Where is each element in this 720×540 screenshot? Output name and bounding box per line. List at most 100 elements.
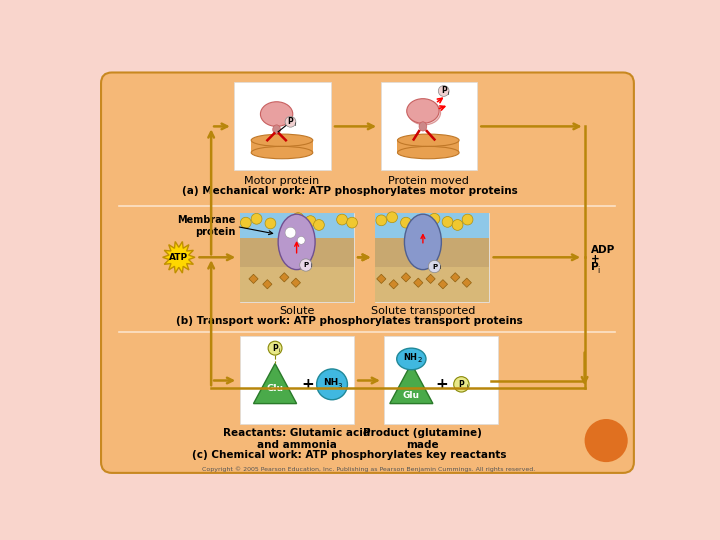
Text: ATP: ATP bbox=[169, 253, 189, 262]
Text: Solute: Solute bbox=[279, 306, 315, 316]
Bar bbox=[397, 140, 459, 153]
Polygon shape bbox=[377, 274, 386, 284]
Text: P: P bbox=[303, 262, 308, 268]
Text: +: + bbox=[590, 254, 600, 264]
Text: +: + bbox=[436, 377, 449, 392]
Circle shape bbox=[268, 341, 282, 355]
Text: Copyright © 2005 Pearson Education, Inc. Publishing as Pearson Benjamin Cummings: Copyright © 2005 Pearson Education, Inc.… bbox=[202, 467, 536, 472]
Circle shape bbox=[376, 215, 387, 226]
Text: (a) Mechanical work: ATP phosphorylates motor proteins: (a) Mechanical work: ATP phosphorylates … bbox=[182, 186, 518, 197]
Text: P: P bbox=[590, 262, 598, 272]
Circle shape bbox=[462, 214, 473, 225]
Bar bbox=[240, 213, 354, 302]
Bar bbox=[375, 267, 489, 302]
Circle shape bbox=[585, 419, 628, 462]
Bar bbox=[251, 140, 312, 153]
Bar bbox=[375, 238, 489, 267]
Circle shape bbox=[438, 85, 449, 96]
Polygon shape bbox=[249, 274, 258, 284]
Circle shape bbox=[300, 259, 312, 271]
Ellipse shape bbox=[251, 146, 312, 159]
Circle shape bbox=[317, 369, 348, 400]
Text: i: i bbox=[448, 91, 449, 96]
Bar bbox=[375, 213, 489, 238]
Circle shape bbox=[387, 212, 397, 222]
Bar bbox=[240, 213, 354, 238]
Text: Protein moved: Protein moved bbox=[388, 176, 469, 186]
Circle shape bbox=[305, 215, 316, 226]
Text: 3: 3 bbox=[338, 383, 342, 389]
Polygon shape bbox=[438, 280, 448, 289]
Text: i: i bbox=[310, 264, 312, 268]
Ellipse shape bbox=[408, 100, 441, 125]
Polygon shape bbox=[414, 278, 423, 287]
Ellipse shape bbox=[419, 122, 427, 131]
Polygon shape bbox=[291, 278, 300, 287]
Circle shape bbox=[297, 237, 305, 244]
Text: +: + bbox=[301, 377, 314, 392]
Ellipse shape bbox=[273, 125, 281, 134]
Polygon shape bbox=[253, 363, 297, 403]
Text: P: P bbox=[441, 86, 446, 96]
Circle shape bbox=[452, 220, 463, 231]
Text: NH: NH bbox=[403, 353, 417, 362]
Polygon shape bbox=[389, 280, 398, 289]
Polygon shape bbox=[263, 280, 272, 289]
Text: (b) Transport work: ATP phosphorylates transport proteins: (b) Transport work: ATP phosphorylates t… bbox=[176, 316, 523, 326]
Text: P: P bbox=[287, 117, 293, 126]
Circle shape bbox=[251, 213, 262, 224]
Ellipse shape bbox=[407, 99, 439, 123]
Text: NH: NH bbox=[323, 379, 338, 387]
Text: 2: 2 bbox=[418, 357, 422, 363]
Bar bbox=[384, 336, 498, 424]
Text: Solute transported: Solute transported bbox=[371, 306, 475, 316]
Ellipse shape bbox=[278, 214, 315, 269]
Text: Membrane
protein: Membrane protein bbox=[176, 215, 235, 237]
Bar bbox=[240, 336, 354, 424]
Polygon shape bbox=[163, 241, 195, 273]
Circle shape bbox=[428, 260, 441, 273]
Circle shape bbox=[346, 217, 357, 228]
Text: i: i bbox=[294, 122, 296, 126]
Text: Motor protein: Motor protein bbox=[244, 176, 320, 186]
Circle shape bbox=[442, 217, 453, 227]
Text: ADP: ADP bbox=[590, 245, 615, 254]
Text: Glu: Glu bbox=[403, 392, 420, 400]
Text: i: i bbox=[597, 266, 599, 275]
Text: Glu: Glu bbox=[266, 384, 284, 393]
Ellipse shape bbox=[251, 134, 312, 146]
Text: P: P bbox=[459, 380, 464, 389]
Circle shape bbox=[240, 217, 251, 228]
Text: Product (glutamine)
made: Product (glutamine) made bbox=[364, 428, 482, 450]
Text: Reactants: Glutamic acid
and ammonia: Reactants: Glutamic acid and ammonia bbox=[223, 428, 370, 450]
Bar bbox=[240, 238, 354, 267]
Ellipse shape bbox=[397, 134, 459, 146]
Text: (c) Chemical work: ATP phosphorylates key reactants: (c) Chemical work: ATP phosphorylates ke… bbox=[192, 450, 507, 460]
Polygon shape bbox=[426, 274, 435, 284]
Circle shape bbox=[285, 117, 296, 127]
Polygon shape bbox=[390, 363, 433, 403]
Bar bbox=[381, 82, 477, 170]
FancyBboxPatch shape bbox=[101, 72, 634, 473]
Polygon shape bbox=[401, 273, 410, 282]
Polygon shape bbox=[279, 273, 289, 282]
Text: i: i bbox=[466, 384, 467, 389]
Polygon shape bbox=[451, 273, 460, 282]
Bar bbox=[234, 82, 330, 170]
Ellipse shape bbox=[397, 348, 426, 370]
Text: P: P bbox=[272, 343, 278, 353]
Ellipse shape bbox=[405, 214, 441, 269]
Ellipse shape bbox=[261, 102, 293, 126]
Circle shape bbox=[337, 214, 348, 225]
Bar bbox=[375, 213, 489, 302]
Circle shape bbox=[454, 377, 469, 392]
Text: i: i bbox=[439, 265, 441, 270]
Circle shape bbox=[400, 217, 411, 228]
Circle shape bbox=[429, 213, 440, 224]
Circle shape bbox=[314, 220, 324, 231]
Circle shape bbox=[285, 227, 296, 238]
Circle shape bbox=[293, 213, 304, 224]
Polygon shape bbox=[462, 278, 472, 287]
Bar bbox=[240, 267, 354, 302]
Text: i: i bbox=[279, 348, 280, 353]
